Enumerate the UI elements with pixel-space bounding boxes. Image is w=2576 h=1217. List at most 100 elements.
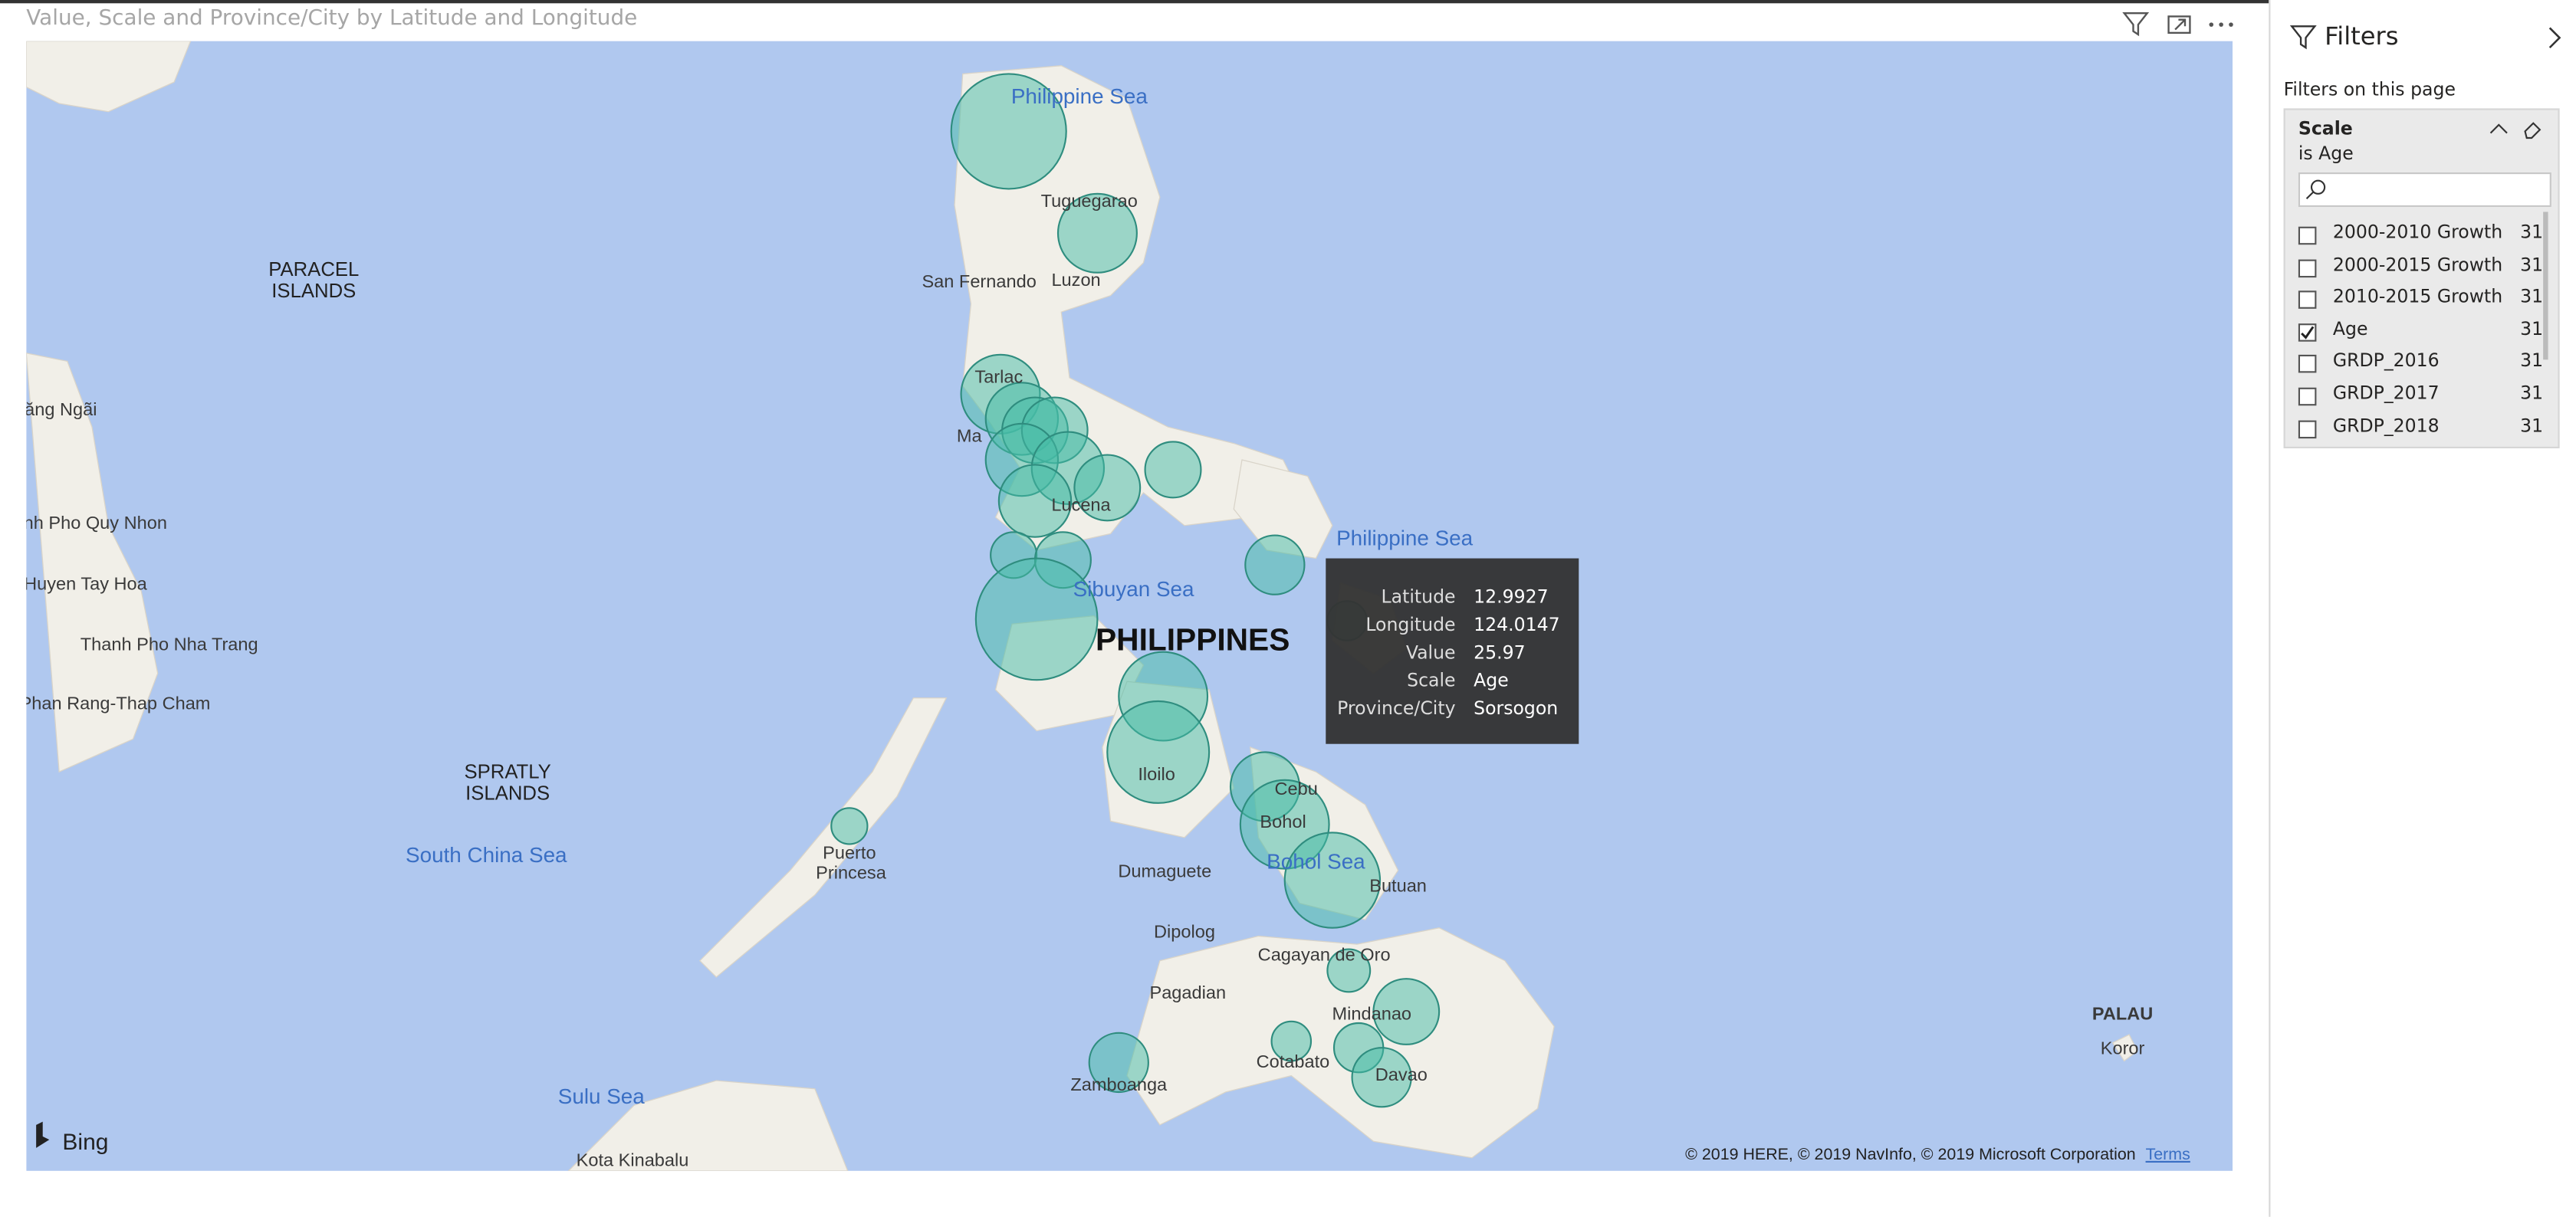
bubble[interactable]: [1106, 700, 1211, 804]
checkbox[interactable]: [2298, 419, 2317, 438]
item-name: 2010-2015 Growth: [2332, 286, 2503, 308]
map[interactable]: Philippine Sea Tuguegarao Luzon San Fernand…: [26, 41, 2233, 1171]
search-box[interactable]: [2298, 172, 2551, 207]
map-label: Tuguegarao: [1041, 191, 1138, 211]
tooltip-key: Latitude: [1381, 586, 1456, 608]
map-label: ISLANDS: [271, 280, 356, 302]
filter-icon[interactable]: [2122, 11, 2150, 37]
map-label: PARACEL: [268, 259, 359, 280]
bubble[interactable]: [1351, 1047, 1412, 1108]
section-header: Filters on this page: [2283, 78, 2456, 100]
checkbox[interactable]: [2298, 387, 2317, 406]
item-count: 31: [2520, 221, 2544, 244]
checkbox[interactable]: [2298, 323, 2317, 342]
item-count: 31: [2520, 350, 2544, 372]
tooltip-key: Longitude: [1365, 614, 1456, 636]
check-mark: [2301, 326, 2315, 340]
bubbles: [830, 73, 1441, 1108]
map-label: Philippine Sea: [1336, 526, 1474, 549]
tooltip-value: Age: [1474, 670, 1509, 692]
map-label: Bohol Sea: [1267, 850, 1365, 874]
bubble[interactable]: [950, 73, 1067, 190]
map-label: Cotabato: [1257, 1051, 1330, 1071]
map-label: Princesa: [816, 862, 887, 882]
map-label: Kota Kinabalu: [577, 1150, 689, 1169]
item-name: GRDP_2016: [2332, 350, 2440, 372]
terms-link[interactable]: Terms: [2146, 1145, 2190, 1163]
filters-pane: Filters Filters on this page Scale is Ag…: [2269, 0, 2576, 1217]
filters-icon: [2289, 25, 2317, 50]
bubble[interactable]: [1372, 978, 1441, 1045]
filter-item[interactable]: 2010-2015 Growth 31: [2285, 284, 2548, 314]
scrollbar[interactable]: [2543, 212, 2548, 360]
map-label: SPRATLY: [464, 762, 550, 783]
filter-item[interactable]: 2000-2010 Growth 31: [2285, 220, 2548, 250]
bubble[interactable]: [830, 807, 869, 845]
visual-title: Value, Scale and Province/City by Latitu…: [26, 6, 638, 31]
map-label: Sulu Sea: [558, 1084, 646, 1108]
map-label: Dipolog: [1154, 922, 1215, 942]
map-label: Sibuyan Sea: [1073, 577, 1194, 601]
more-options-icon[interactable]: [2209, 22, 2233, 27]
filter-item[interactable]: GRDP_2017 31: [2285, 381, 2548, 411]
bubble[interactable]: [1326, 948, 1372, 993]
filter-field: Scale: [2298, 118, 2353, 140]
bubble[interactable]: [974, 557, 1099, 681]
collapse-pane[interactable]: [2545, 25, 2564, 51]
tooltip-value: 12.9927: [1474, 586, 1549, 608]
map-label: Lucena: [1051, 494, 1111, 514]
filter-item[interactable]: 2000-2015 Growth 31: [2285, 252, 2548, 282]
bubble[interactable]: [1283, 832, 1382, 929]
bubble[interactable]: [997, 464, 1073, 538]
focus-arrow: [2174, 18, 2187, 31]
map-label: PALAU: [2092, 1004, 2153, 1024]
filter-condition: is Age: [2298, 143, 2354, 165]
item-count: 31: [2520, 382, 2544, 405]
focus-mode-icon[interactable]: [2167, 15, 2191, 34]
map-labels: Philippine Sea Tuguegarao Luzon San Fernand…: [26, 84, 2153, 1169]
tooltip-value: 124.0147: [1474, 614, 1560, 636]
bubble[interactable]: [1056, 192, 1138, 274]
bubble[interactable]: [1073, 454, 1142, 522]
item-name: 2000-2015 Growth: [2332, 254, 2503, 276]
item-count: 31: [2520, 318, 2544, 340]
map-label: Bohol: [1260, 812, 1306, 832]
item-name: GRDP_2018: [2332, 415, 2440, 437]
tooltip-key: Scale: [1407, 670, 1456, 692]
bubble[interactable]: [1088, 1032, 1149, 1094]
map-label: Luzon: [1051, 270, 1100, 290]
filter-item[interactable]: GRDP_2018 31: [2285, 413, 2548, 443]
bing-logo: [36, 1121, 50, 1148]
search-icon: [2305, 179, 2326, 200]
checkbox[interactable]: [2298, 290, 2317, 310]
map-label: Philippine Sea: [1011, 84, 1148, 108]
map-label: Ma: [957, 425, 983, 445]
filter-item[interactable]: GRDP_2016 31: [2285, 349, 2548, 379]
bubble[interactable]: [1144, 441, 1202, 499]
top-border: [0, 0, 2576, 4]
tooltip-value: Sorsogon: [1474, 697, 1559, 720]
map-label: Zamboanga: [1070, 1074, 1168, 1094]
map-label: ISLANDS: [465, 783, 550, 805]
map-label: Puerto: [823, 843, 876, 863]
checkbox[interactable]: [2298, 355, 2317, 374]
bubble[interactable]: [1270, 1020, 1313, 1062]
filter-card: Scale is Age 2000-2010 Growth 31 2000-2015…: [2283, 108, 2560, 448]
map-label: PHILIPPINES: [1096, 622, 1290, 658]
map-label: ăng Ngãi: [26, 399, 97, 419]
checkbox[interactable]: [2298, 226, 2317, 245]
bubble[interactable]: [1244, 534, 1306, 595]
filter-item[interactable]: Age 31: [2285, 317, 2548, 346]
map-label: Butuan: [1369, 876, 1427, 896]
map-label: Koror: [2101, 1038, 2145, 1058]
visual-header-icons: [2122, 11, 2233, 37]
map-label: Pagadian: [1149, 982, 1226, 1002]
map-label: Phan Rang-Thap Cham: [26, 694, 210, 713]
map-label: Mindanao: [1332, 1004, 1411, 1024]
card-icons[interactable]: [2486, 118, 2551, 141]
checkbox[interactable]: [2298, 258, 2317, 277]
map-label: Huyen Tay Hoa: [26, 573, 147, 593]
map-label: San Fernando: [922, 271, 1036, 291]
